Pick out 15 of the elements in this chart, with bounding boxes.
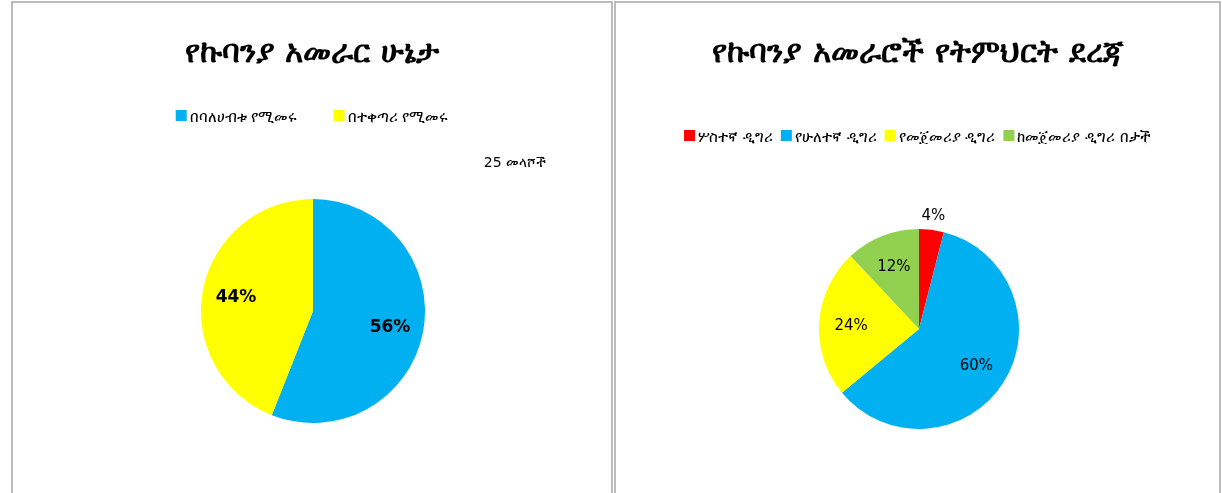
legend-label: የመጀመሪያ ዲግሪ: [898, 128, 996, 146]
data-label: 44%: [215, 286, 257, 307]
legend-label: ከመጀመሪያ ዲግሪ በታች: [1017, 128, 1151, 147]
legend-label: ሦስተኛ ዲግሪ: [698, 128, 773, 146]
legend-label: በባለሀብቱ የሚመሩ: [189, 108, 298, 126]
legend-label: የሁለተኛ ዲግሪ: [794, 128, 877, 146]
text: 25 መላሾች: [483, 154, 547, 170]
data-label: 12%: [877, 256, 911, 275]
data-label: 24%: [834, 315, 868, 334]
chart-title: የኩባንያ አመራሮች የትምህርት ደረጃ: [712, 33, 1125, 69]
chart-title: የኩባንያ አመራር ሁኔታ: [184, 33, 441, 69]
legend-label: በተቀጣሪ የሚመሩ: [347, 108, 449, 126]
data-label: 4%: [921, 205, 946, 224]
data-label: 60%: [959, 356, 994, 375]
data-label: 56%: [369, 315, 411, 336]
